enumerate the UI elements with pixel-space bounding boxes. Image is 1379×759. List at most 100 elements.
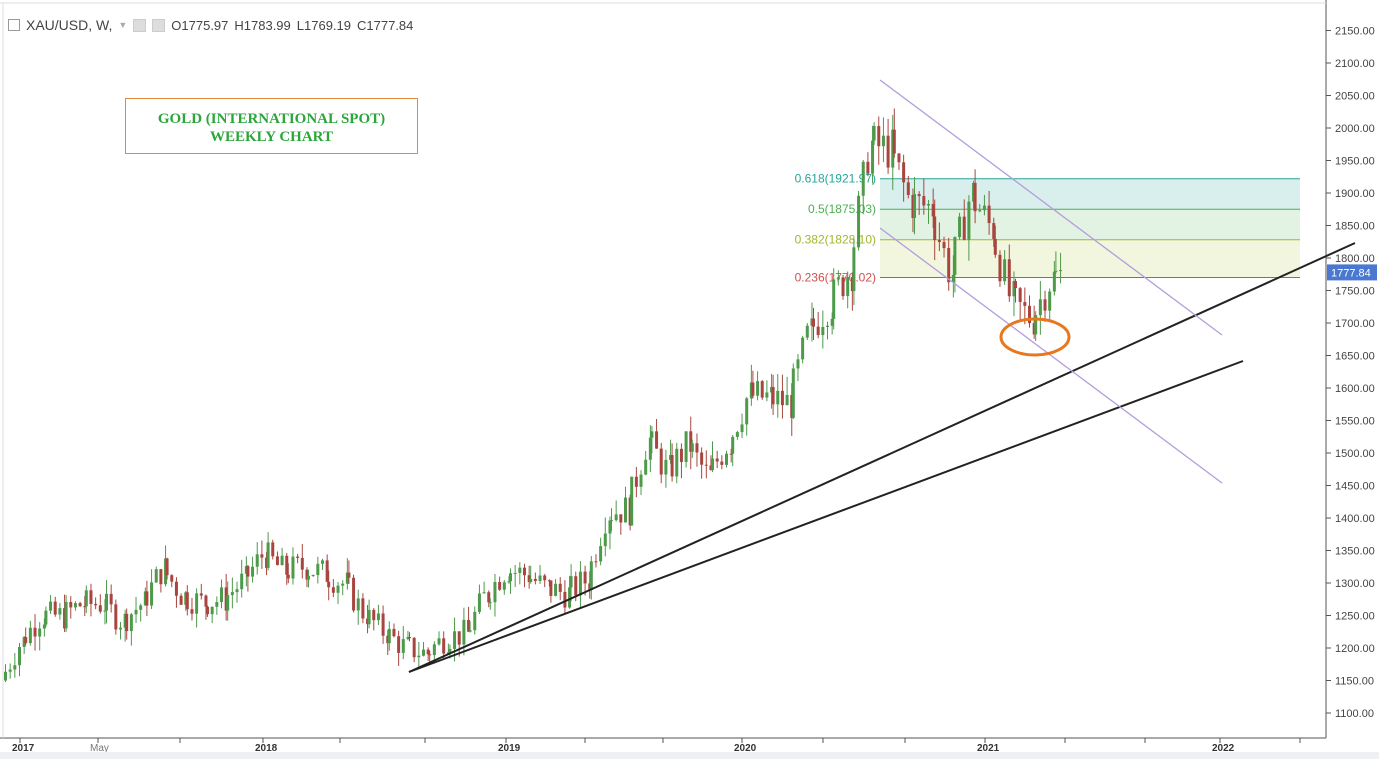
low-value: L1769.19	[296, 17, 352, 33]
candle-body	[4, 671, 7, 681]
candle-body	[670, 455, 674, 477]
candle-body	[488, 602, 492, 604]
candle-body	[780, 390, 784, 406]
y-tick-label: 1600.00	[1335, 383, 1375, 395]
candle-body	[1048, 291, 1052, 311]
candle-body	[453, 631, 457, 649]
candle-body	[78, 603, 82, 607]
candle-body	[568, 587, 572, 608]
fib-level-label: 0.618(1921.97)	[795, 172, 876, 186]
candle-body	[871, 140, 875, 174]
candle-body	[830, 318, 834, 326]
candle-body	[812, 318, 815, 327]
candle-body	[664, 459, 668, 475]
close-value: C1777.84	[357, 17, 414, 33]
candle-body	[8, 669, 12, 672]
candle-body	[796, 359, 800, 369]
candle-body	[1007, 259, 1011, 297]
candle-body	[527, 575, 531, 583]
candle-body	[467, 619, 471, 632]
candle-body	[630, 476, 634, 526]
y-tick-label: 1800.00	[1335, 253, 1375, 265]
candle-body	[599, 546, 603, 562]
candle-body	[210, 606, 214, 615]
candle-body	[150, 582, 154, 606]
candle-body	[305, 569, 309, 580]
y-tick-label: 1250.00	[1335, 611, 1375, 623]
candle-body	[650, 431, 654, 438]
candle-body	[265, 557, 269, 568]
chart-header: XAU/USD, W, ▼ O1775.97 H1783.99 L1769.19…	[8, 17, 413, 33]
candle-body	[426, 649, 430, 655]
candle-body	[73, 603, 77, 608]
candle-body	[881, 135, 885, 147]
candle-body	[129, 614, 133, 632]
candle-body	[731, 436, 735, 454]
candle-body	[982, 205, 986, 211]
candle-body	[139, 605, 143, 610]
candle-body	[22, 637, 26, 647]
chart-annotation: GOLD (INTERNATIONAL SPOT) WEEKLY CHART	[125, 98, 418, 154]
candle-body	[185, 592, 189, 610]
y-tick-label: 1850.00	[1335, 221, 1375, 233]
candle-body	[1003, 259, 1007, 282]
candle-body	[700, 452, 704, 465]
candle-body	[69, 602, 73, 608]
candle-body	[42, 624, 46, 629]
symbol-label[interactable]: XAU/USD, W,	[26, 17, 113, 33]
candle-body	[266, 542, 270, 568]
candle-body	[509, 573, 512, 582]
candle-body	[1054, 270, 1058, 272]
candle-body	[790, 394, 794, 418]
y-tick-label: 1750.00	[1335, 286, 1375, 298]
candle-body	[164, 558, 168, 585]
candle-body	[913, 194, 916, 218]
candle-body	[89, 590, 93, 604]
candle-body	[331, 587, 335, 593]
candle-body	[1043, 299, 1047, 311]
candle-body	[1034, 315, 1038, 335]
collapse-icon[interactable]	[8, 19, 20, 31]
candle-body	[810, 318, 814, 326]
candle-body	[614, 514, 618, 521]
candle-body	[578, 571, 582, 596]
x-tick-label: 2017	[12, 743, 35, 754]
candle-body	[244, 566, 248, 574]
candle-body	[765, 392, 769, 398]
settings-icon[interactable]	[152, 18, 166, 32]
candle-body	[538, 575, 542, 581]
candle-body	[522, 567, 526, 576]
candle-body	[98, 605, 102, 612]
candle-body	[487, 592, 491, 603]
candle-body	[947, 248, 951, 283]
candle-body	[973, 182, 977, 212]
candle-body	[386, 635, 390, 644]
open-value: O1775.97	[171, 17, 229, 33]
candle-body	[507, 581, 511, 583]
candle-body	[224, 587, 228, 611]
dropdown-icon[interactable]: ▼	[118, 20, 128, 30]
candle-body	[740, 424, 744, 433]
candle-body	[987, 205, 991, 224]
candle-body	[251, 566, 255, 577]
candle-body	[219, 587, 223, 603]
y-tick-label: 1100.00	[1335, 708, 1374, 720]
visibility-icon[interactable]	[133, 18, 147, 32]
candle-body	[832, 279, 836, 319]
candle-body	[1027, 305, 1031, 324]
candle-body	[145, 591, 149, 606]
candle-body	[801, 337, 805, 360]
candle-body	[953, 237, 957, 275]
candle-body	[401, 639, 405, 653]
last-price-label: 1777.84	[1331, 267, 1371, 279]
candle-body	[745, 398, 749, 425]
candle-body	[320, 560, 324, 564]
candle-body	[805, 325, 809, 338]
candle-body	[24, 637, 28, 644]
candle-body	[729, 453, 733, 455]
candle-body	[482, 592, 486, 594]
candle-body	[498, 582, 502, 590]
candle-body	[751, 382, 755, 396]
candle-body	[83, 606, 87, 608]
